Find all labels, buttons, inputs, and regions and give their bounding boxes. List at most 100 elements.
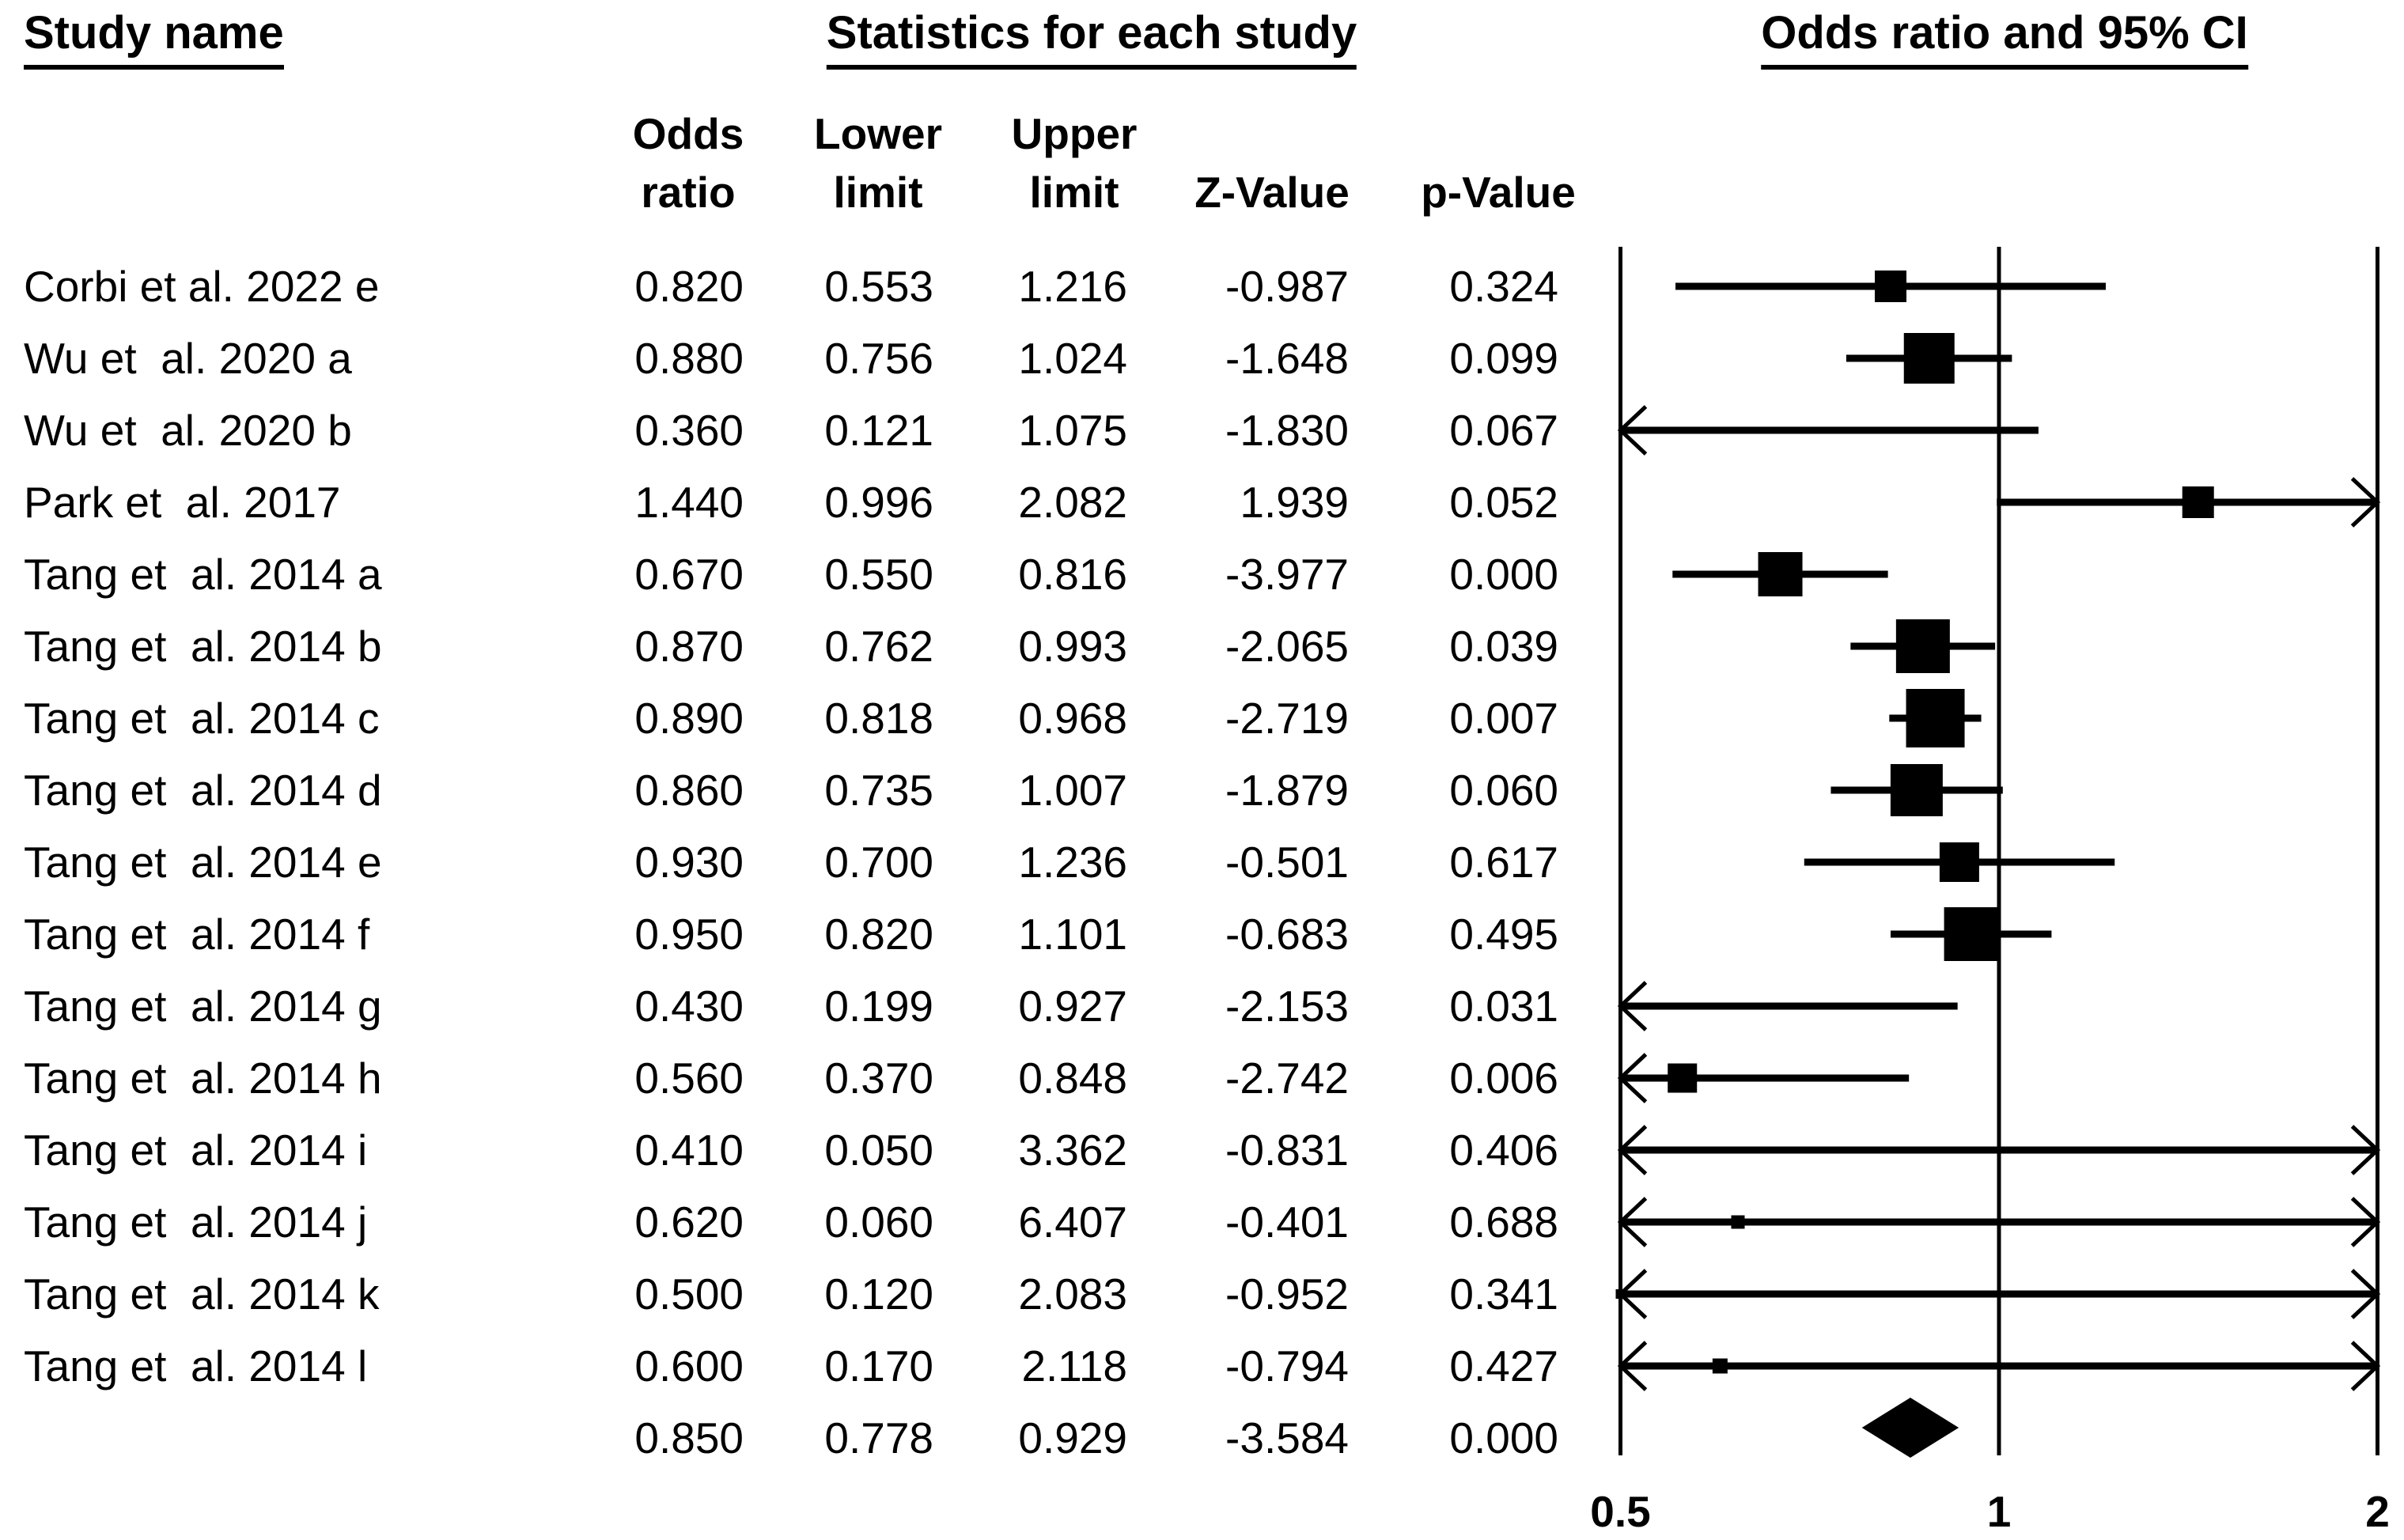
upper-limit-value: 0.968	[1018, 693, 1127, 743]
study-name: Tang et al. 2014 b	[24, 621, 382, 671]
z-value: -2.153	[1225, 981, 1349, 1031]
axis-tick-label: 2	[2365, 1487, 2390, 1536]
odds-ratio-value: 0.880	[634, 333, 744, 383]
z-value: -0.831	[1225, 1125, 1349, 1175]
p-value: 0.006	[1449, 1053, 1558, 1103]
lower-limit-value: 0.553	[824, 261, 933, 311]
z-value: -3.584	[1225, 1413, 1349, 1462]
left-clip-arrow-icon	[1617, 981, 1648, 1031]
study-name: Park et al. 2017	[24, 477, 341, 527]
odds-ratio-value: 0.600	[634, 1341, 744, 1391]
left-clip-arrow-icon	[1617, 1053, 1648, 1103]
or-ci-section-title: Odds ratio and 95% CI	[1761, 8, 2248, 70]
odds-ratio-value: 0.500	[634, 1269, 744, 1319]
weight-square	[1758, 552, 1803, 596]
z-value: -2.719	[1225, 693, 1349, 743]
p-value: 0.060	[1449, 765, 1558, 815]
z-value: -1.648	[1225, 333, 1349, 383]
table-row: Tang et al. 2014 l 0.600 0.170 2.118 -0.…	[0, 1330, 1590, 1402]
upper-limit-value: 0.929	[1018, 1413, 1127, 1462]
lower-limit-value: 0.996	[824, 477, 933, 527]
lower-limit-value: 0.060	[824, 1197, 933, 1247]
weight-square	[1731, 1215, 1745, 1229]
study-name: Tang et al. 2014 g	[24, 981, 382, 1031]
lower-limit-value: 0.756	[824, 333, 933, 383]
p-value: 0.007	[1449, 693, 1558, 743]
odds-ratio-value: 0.560	[634, 1053, 744, 1103]
p-value: 0.341	[1449, 1269, 1558, 1319]
z-value: -0.401	[1225, 1197, 1349, 1247]
lower-limit-value: 0.121	[824, 405, 933, 455]
table-row: Tang et al. 2014 g 0.430 0.199 0.927 -2.…	[0, 971, 1590, 1042]
study-name: Tang et al. 2014 h	[24, 1053, 382, 1103]
axis-tick-label: 0.5	[1590, 1487, 1650, 1536]
study-name: Tang et al. 2014 e	[24, 837, 382, 887]
upper-limit-value: 1.101	[1018, 909, 1127, 959]
weight-square	[2182, 486, 2214, 518]
table-row: Corbi et al. 2022 e 0.820 0.553 1.216 -0…	[0, 251, 1590, 323]
odds-ratio-value: 0.430	[634, 981, 744, 1031]
weight-square	[1903, 333, 1955, 384]
study-name: Tang et al. 2014 f	[24, 909, 370, 959]
table-row: Tang et al. 2014 k 0.500 0.120 2.083 -0.…	[0, 1258, 1590, 1330]
table-row: Wu et al. 2020 a 0.880 0.756 1.024 -1.64…	[0, 323, 1590, 395]
study-name: Tang et al. 2014 j	[24, 1197, 368, 1247]
lower-limit-value: 0.120	[824, 1269, 933, 1319]
table-row: Tang et al. 2014 h 0.560 0.370 0.848 -2.…	[0, 1042, 1590, 1114]
study-name: Tang et al. 2014 k	[24, 1269, 380, 1319]
right-clip-arrow-icon	[2350, 1197, 2381, 1247]
odds-ratio-value: 0.950	[634, 909, 744, 959]
p-value: 0.495	[1449, 909, 1558, 959]
table-row: Wu et al. 2020 b 0.360 0.121 1.075 -1.83…	[0, 395, 1590, 467]
upper-limit-value: 0.848	[1018, 1053, 1127, 1103]
lower-limit-header-line1: Lower	[814, 109, 942, 158]
z-value: -0.683	[1225, 909, 1349, 959]
p-value: 0.000	[1449, 1413, 1558, 1462]
study-name: Tang et al. 2014 i	[24, 1125, 368, 1175]
p-value: 0.427	[1449, 1341, 1558, 1391]
p-value: 0.688	[1449, 1197, 1558, 1247]
lower-limit-value: 0.199	[824, 981, 933, 1031]
lower-limit-value: 0.820	[824, 909, 933, 959]
odds-ratio-value: 0.360	[634, 405, 744, 455]
table-row: Tang et al. 2014 f 0.950 0.820 1.101 -0.…	[0, 899, 1590, 971]
table-row: Park et al. 2017 1.440 0.996 2.082 1.939…	[0, 467, 1590, 539]
lower-limit-value: 0.550	[824, 549, 933, 599]
upper-limit-value: 1.236	[1018, 837, 1127, 887]
lower-limit-value: 0.735	[824, 765, 933, 815]
lower-limit-value: 0.762	[824, 621, 933, 671]
left-clip-arrow-icon	[1617, 1341, 1648, 1391]
z-value: -0.501	[1225, 837, 1349, 887]
odds-ratio-header-line1: Odds	[632, 109, 744, 158]
weight-square	[1890, 764, 1943, 816]
lower-limit-value: 0.700	[824, 837, 933, 887]
lower-limit-value: 0.778	[824, 1413, 933, 1462]
odds-ratio-header-line2: ratio	[641, 168, 736, 217]
p-value: 0.052	[1449, 477, 1558, 527]
p-value: 0.000	[1449, 549, 1558, 599]
weight-square	[1939, 842, 1979, 882]
weight-square	[1712, 1358, 1728, 1374]
z-value: -0.987	[1225, 261, 1349, 311]
z-value: -0.794	[1225, 1341, 1349, 1391]
z-value: -1.879	[1225, 765, 1349, 815]
lower-limit-value: 0.818	[824, 693, 933, 743]
left-clip-arrow-icon	[1617, 1197, 1648, 1247]
study-name-column-title: Study name	[24, 8, 284, 70]
upper-limit-value: 3.362	[1018, 1125, 1127, 1175]
study-name: Tang et al. 2014 a	[24, 549, 382, 599]
upper-limit-header-line2: limit	[1029, 168, 1119, 217]
z-value: -2.742	[1225, 1053, 1349, 1103]
table-row: Tang et al. 2014 a 0.670 0.550 0.816 -3.…	[0, 539, 1590, 611]
weight-square	[1895, 619, 1950, 673]
z-value: -2.065	[1225, 621, 1349, 671]
lower-limit-value: 0.370	[824, 1053, 933, 1103]
odds-ratio-value: 0.870	[634, 621, 744, 671]
odds-ratio-value: 1.440	[634, 477, 744, 527]
upper-limit-value: 1.075	[1018, 405, 1127, 455]
upper-limit-value: 0.927	[1018, 981, 1127, 1031]
weight-square	[1615, 1289, 1626, 1299]
upper-limit-header-line1: Upper	[1011, 109, 1138, 158]
lower-limit-value: 0.170	[824, 1341, 933, 1391]
odds-ratio-value: 0.860	[634, 765, 744, 815]
